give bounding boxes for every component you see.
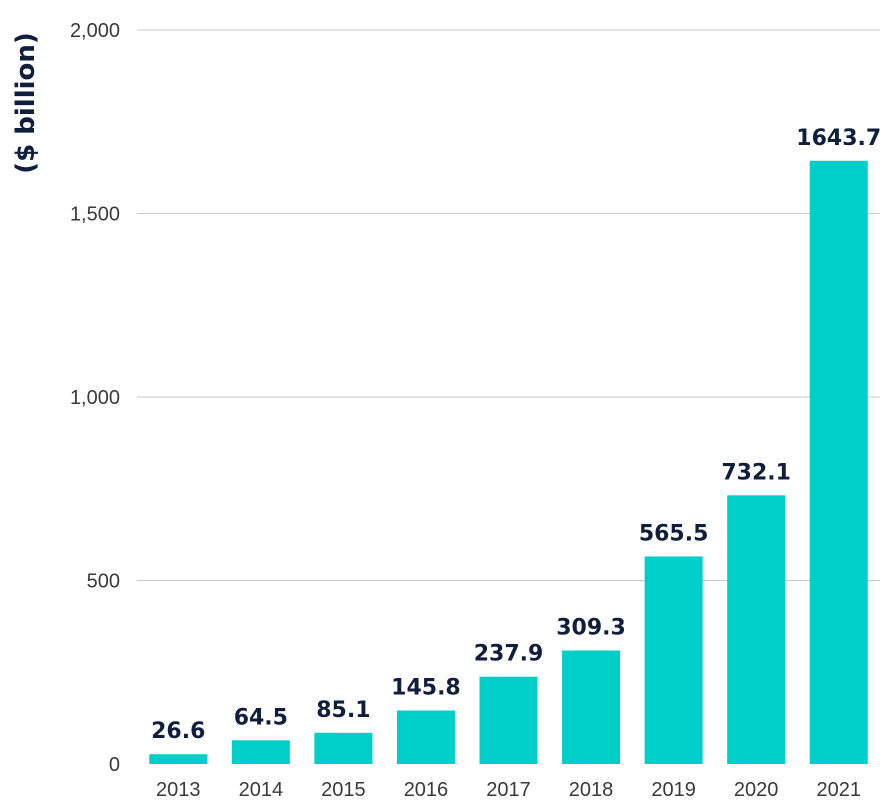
data-label: 26.6 [151,719,205,744]
data-label: 565.5 [639,521,709,546]
data-label: 732.1 [721,460,791,485]
y-tick-label: 2,000 [70,20,120,42]
x-tick-label: 2015 [321,779,366,801]
x-tick-label: 2014 [239,779,284,801]
data-labels: 26.6 64.5 85.1 145.8 237.9 309.3 565.5 732.1 164… [151,126,881,744]
bar-2018 [562,650,621,764]
bar-2017 [479,676,538,764]
y-tick-label: 1,000 [70,387,120,409]
bar-2020 [727,495,786,764]
y-axis-ticks: 0 500 1,000 1,500 2,000 [70,20,120,776]
x-axis-ticks: 2013 2014 2015 2016 2017 2018 2019 2020 2021 [156,779,861,801]
bar-2019 [644,556,703,764]
data-label: 237.9 [474,642,544,667]
data-label: 64.5 [234,705,288,730]
bar-2014 [231,740,290,764]
bar-2021 [809,160,868,765]
data-label: 1643.7 [796,126,881,151]
bar-2016 [396,710,455,764]
y-tick-label: 1,500 [70,204,120,226]
x-tick-label: 2017 [486,779,531,801]
x-tick-label: 2013 [156,779,201,801]
data-label: 145.8 [391,675,461,700]
bar-2013 [149,754,208,764]
y-tick-label: 0 [109,754,120,776]
x-tick-label: 2021 [816,779,861,801]
x-tick-label: 2020 [734,779,779,801]
y-axis-label: ($ billion) [11,32,41,174]
data-label: 309.3 [556,615,626,640]
x-tick-label: 2016 [404,779,449,801]
bars [149,160,868,765]
data-label: 85.1 [316,698,370,723]
x-tick-label: 2019 [651,779,696,801]
bar-2015 [314,732,373,764]
y-tick-label: 500 [87,571,120,593]
x-tick-label: 2018 [569,779,614,801]
